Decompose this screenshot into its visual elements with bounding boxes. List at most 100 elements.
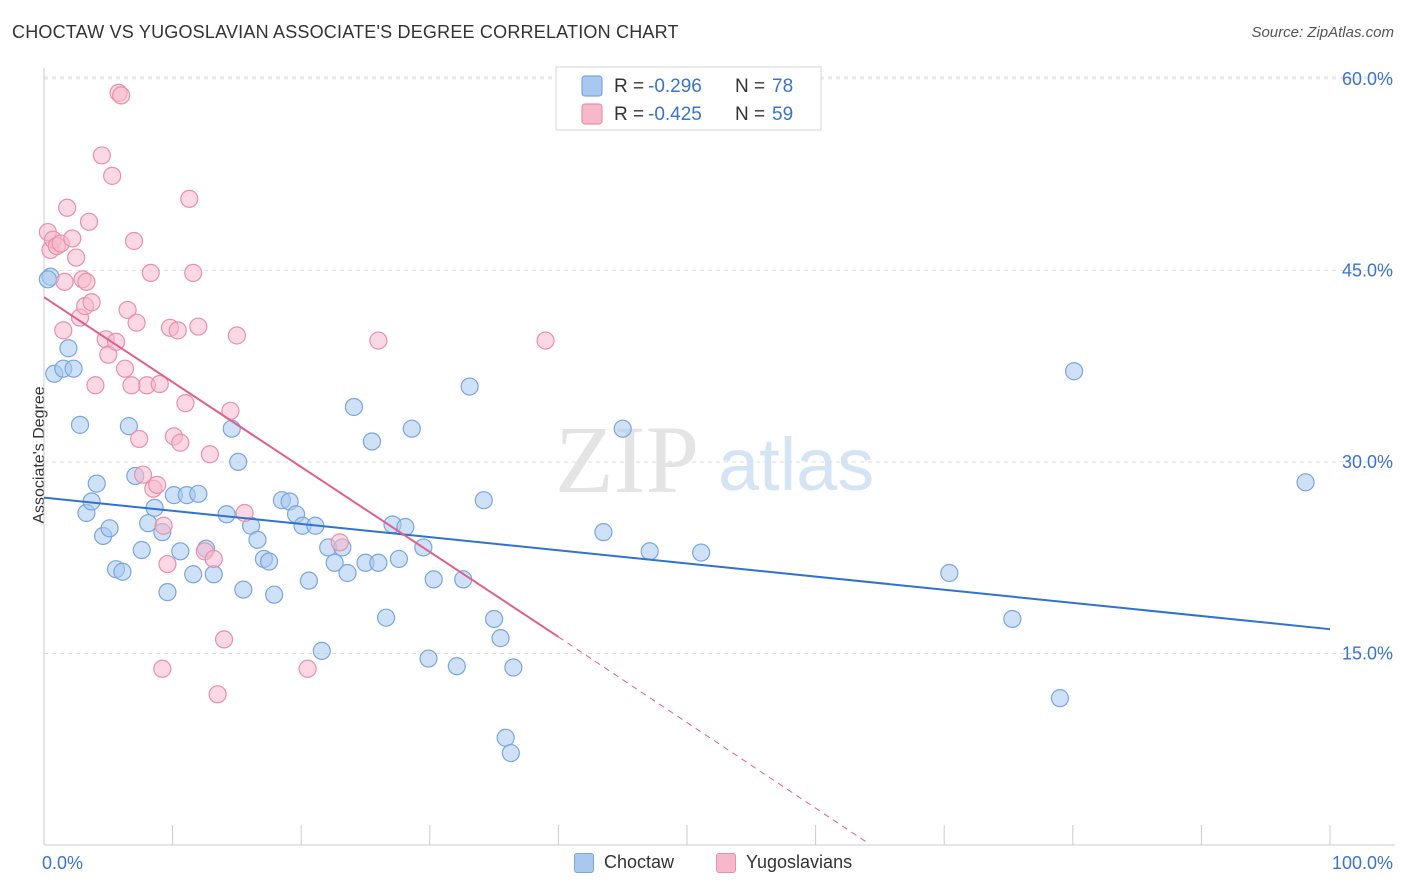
legend-label-yugoslavians: Yugoslavians (746, 852, 853, 872)
legend-n-value: 59 (772, 104, 793, 125)
point-yugoslavians (124, 231, 144, 251)
legend-item-choctaw[interactable]: Choctaw (574, 852, 674, 873)
point-yugoslavians (180, 189, 199, 208)
point-choctaw (460, 377, 479, 396)
point-choctaw (248, 530, 267, 549)
point-yugoslavians (204, 549, 223, 569)
y-tick-label: 45.0% (1342, 260, 1393, 280)
point-yugoslavians (298, 659, 317, 678)
point-choctaw (692, 543, 711, 562)
point-yugoslavians (77, 272, 96, 291)
point-choctaw (424, 570, 443, 589)
point-choctaw (158, 583, 177, 602)
point-choctaw (189, 484, 208, 503)
point-choctaw (594, 523, 613, 542)
point-yugoslavians (176, 394, 195, 413)
point-choctaw (389, 549, 409, 569)
legend-box: R = -0.296 N = 78 R = -0.425 N = 59 (555, 66, 822, 131)
point-choctaw (70, 415, 90, 434)
point-yugoslavians (189, 317, 208, 336)
point-choctaw (59, 339, 78, 358)
legend-swatch-yugoslavians (581, 103, 603, 125)
point-choctaw (132, 540, 151, 560)
point-yugoslavians (115, 359, 135, 378)
point-yugoslavians (130, 429, 149, 449)
point-choctaw (1050, 689, 1070, 708)
trend-line-choctaw (43, 496, 1331, 631)
point-choctaw (222, 419, 241, 438)
point-yugoslavians (67, 248, 86, 267)
point-yugoslavians (79, 212, 99, 231)
legend-n-label: N = (735, 76, 765, 97)
trend-lines (43, 296, 1331, 843)
point-yugoslavians (184, 263, 203, 283)
legend-swatch-choctaw (581, 75, 603, 97)
point-yugoslavians (122, 376, 141, 395)
point-choctaw (229, 452, 248, 471)
axes (43, 68, 1395, 846)
legend-r-value: -0.296 (648, 76, 702, 97)
point-choctaw (1296, 473, 1315, 492)
point-choctaw (504, 658, 523, 677)
point-choctaw (402, 419, 421, 438)
point-choctaw (485, 609, 504, 629)
point-choctaw (265, 585, 284, 604)
point-yugoslavians (208, 685, 227, 704)
chart-title: CHOCTAW VS YUGOSLAVIAN ASSOCIATE'S DEGRE… (12, 22, 679, 42)
point-choctaw (940, 563, 959, 583)
y-tick-label: 60.0% (1342, 69, 1393, 89)
point-choctaw (259, 552, 279, 571)
point-yugoslavians (369, 331, 388, 350)
trend-line-yugoslavians (43, 296, 559, 638)
point-yugoslavians (200, 445, 219, 464)
point-choctaw (344, 397, 364, 417)
point-choctaw (325, 553, 344, 572)
point-choctaw (234, 580, 253, 599)
legend-item-yugoslavians[interactable]: Yugoslavians (716, 852, 852, 873)
point-choctaw (474, 491, 493, 510)
point-choctaw (613, 419, 632, 438)
point-yugoslavians (63, 229, 82, 248)
point-yugoslavians (118, 300, 137, 320)
point-yugoslavians (150, 374, 169, 394)
point-yugoslavians (82, 293, 101, 312)
source-label: Source: ZipAtlas.com (1251, 24, 1394, 41)
point-choctaw (204, 565, 223, 584)
point-choctaw (496, 728, 515, 747)
point-choctaw (362, 432, 382, 451)
point-yugoslavians (148, 475, 167, 494)
point-yugoslavians (103, 166, 122, 185)
legend-r-label: R = (614, 104, 644, 125)
point-yugoslavians (55, 272, 74, 291)
point-yugoslavians (227, 326, 246, 345)
point-yugoslavians (54, 321, 73, 340)
point-yugoslavians (112, 86, 131, 105)
point-yugoslavians (106, 332, 126, 351)
point-choctaw (184, 565, 203, 584)
point-choctaw (299, 571, 319, 590)
point-choctaw (113, 562, 132, 581)
legend-swatch-choctaw (574, 852, 594, 873)
point-choctaw (38, 270, 57, 289)
point-choctaw (501, 743, 520, 763)
x-tick-label: 100.0% (1332, 853, 1393, 873)
point-choctaw (338, 563, 357, 583)
point-choctaw (64, 359, 83, 378)
point-choctaw (369, 553, 388, 572)
point-yugoslavians (86, 376, 105, 395)
point-choctaw (119, 417, 138, 436)
point-choctaw (640, 542, 659, 561)
point-choctaw (376, 608, 396, 627)
point-choctaw (171, 542, 190, 561)
legend-r-value: -0.425 (648, 104, 702, 125)
trend-extension-yugoslavians (558, 636, 868, 843)
point-choctaw (491, 629, 510, 648)
point-yugoslavians (158, 554, 177, 574)
point-choctaw (419, 649, 438, 668)
point-yugoslavians (127, 313, 146, 332)
legend-r-label: R = (614, 76, 644, 97)
point-choctaw (312, 641, 331, 660)
point-yugoslavians (133, 465, 153, 484)
legend-n-value: 78 (772, 76, 793, 97)
legend-label-choctaw: Choctaw (604, 852, 675, 872)
